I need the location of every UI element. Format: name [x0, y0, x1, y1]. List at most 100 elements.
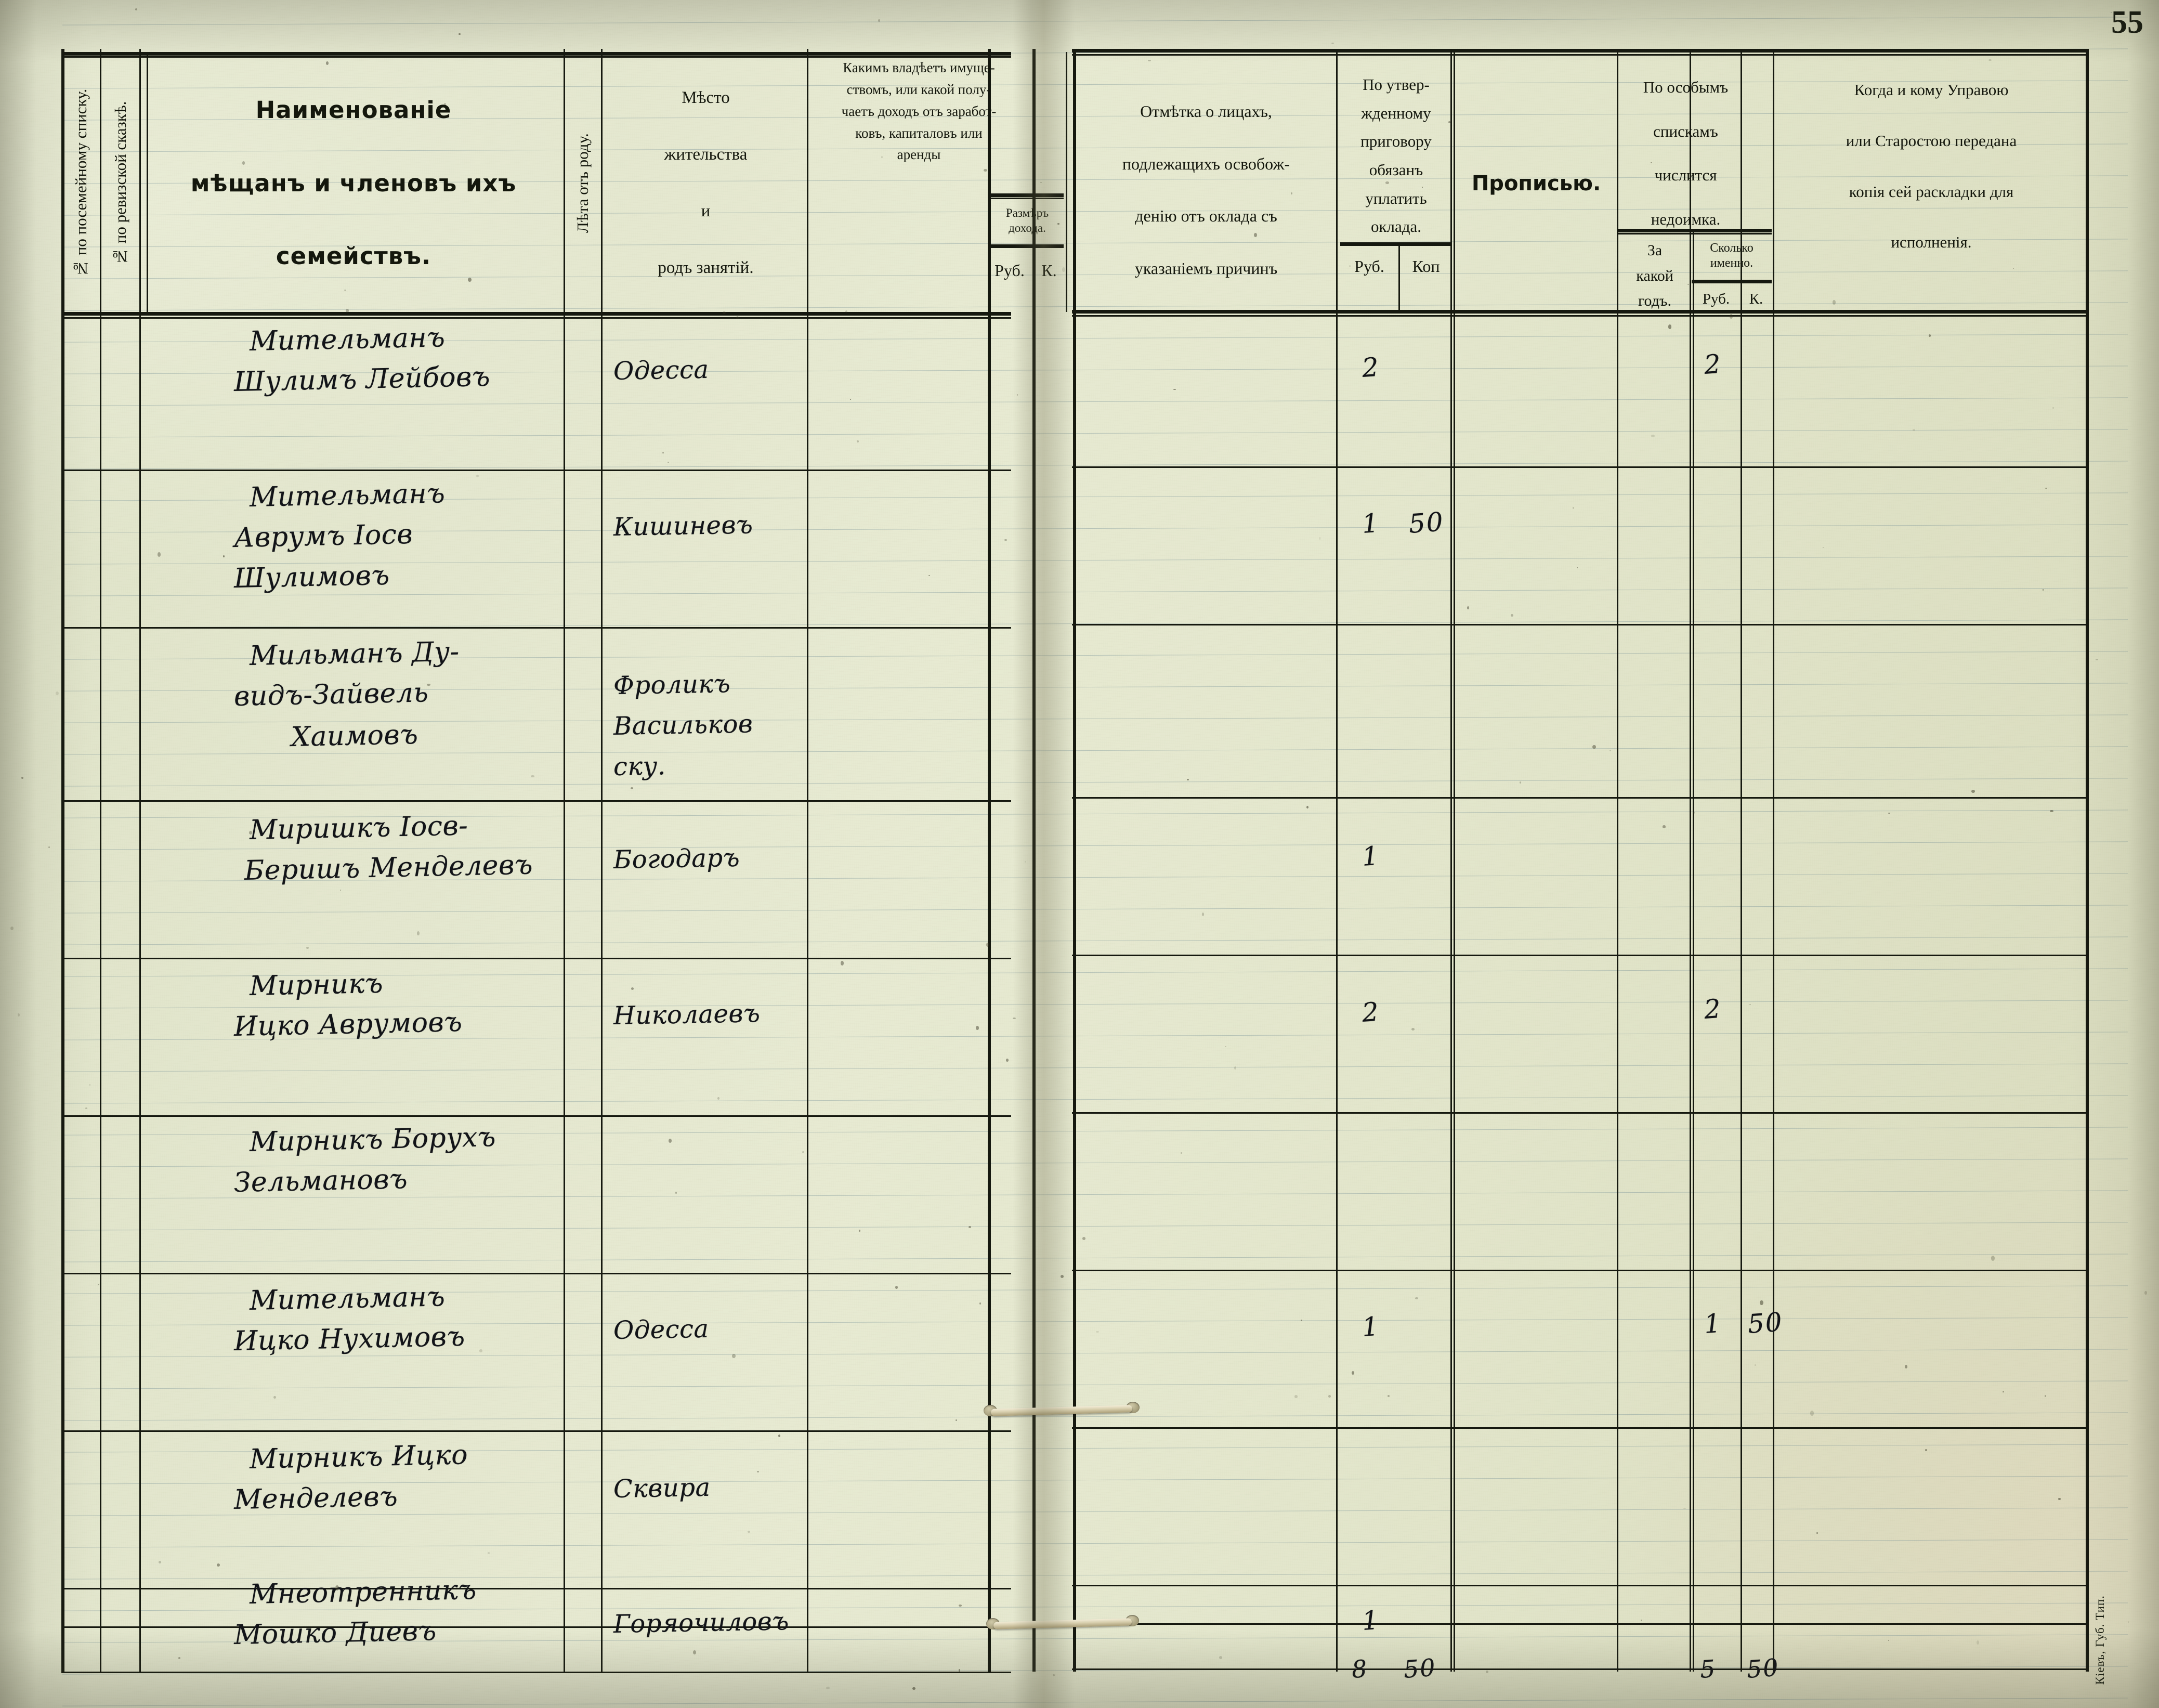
cell-residence-row2-line1: Кишиневъ: [613, 510, 753, 542]
paper-speck: [2003, 1391, 2004, 1392]
header-income-rub: Руб.: [988, 250, 1031, 291]
cell-name-row9-line1: Мнеотренникъ: [249, 1574, 477, 1610]
header-arrears-rub-label: Руб.: [1702, 291, 1730, 308]
paper-speck: [56, 692, 59, 696]
paper-speck: [2058, 1498, 2061, 1500]
paper-speck: [631, 987, 634, 990]
header-arrears-line1: По особымъ: [1643, 78, 1729, 96]
header-bottom-border-right: [1072, 310, 2086, 314]
paper-speck: [826, 1686, 830, 1689]
paper-speck: [2045, 1394, 2046, 1397]
income-col-inner-rule: [1066, 52, 1067, 312]
column-divider-2: [139, 49, 141, 1672]
header-residence-line4: родъ занятій.: [658, 258, 754, 278]
body-row-rule-right-4: [1072, 955, 2086, 956]
total-assessed-kop: 50: [1403, 1653, 1437, 1684]
paper-speck: [1663, 825, 1666, 828]
rule-line: [62, 1539, 2128, 1548]
header-arrears-line2: спискамъ: [1653, 122, 1718, 140]
header-list-number: № по посемейному списку.: [62, 55, 100, 312]
paper-speck: [878, 19, 880, 22]
header-income-kop-label: К.: [1041, 261, 1057, 280]
header-arrears-howmuch-line1: Сколько: [1710, 241, 1754, 255]
header-assessed-line2: жденному: [1361, 103, 1431, 122]
rule-line: [62, 461, 2128, 470]
total-arrears-kop: 50: [1746, 1653, 1781, 1684]
paper-speck: [1352, 1371, 1355, 1375]
column-divider-6: [988, 49, 991, 1672]
column-divider-15: [2086, 49, 2089, 1672]
paper-speck: [1976, 1640, 1980, 1645]
paper-speck: [1040, 181, 1042, 184]
arrears-rub-kop-rule: [1692, 280, 1772, 283]
paper-speck: [1912, 429, 1916, 431]
cell-residence-row3-line3: ску.: [613, 751, 666, 781]
body-row-rule-left-8: [61, 1588, 1011, 1589]
rule-line: [62, 1254, 2128, 1262]
cell-residence-row7-line1: Одесса: [613, 1314, 710, 1345]
body-row-rule-right-2: [1072, 624, 2086, 625]
body-row-rule-left-1: [61, 470, 1011, 471]
column-divider-12: [1690, 49, 1691, 1672]
header-arrears-howmuch-line2: именно.: [1710, 256, 1754, 270]
rule-line: [62, 778, 2128, 787]
cell-name-row2-line2: Аврумъ Іосв: [233, 518, 413, 554]
paper-speck: [1300, 1320, 1302, 1322]
paper-speck: [1592, 745, 1596, 749]
header-residence-line1: Мѣсто: [682, 88, 730, 108]
header-arrears-year-line1: За: [1647, 241, 1663, 259]
cell-arrears-rub-row7: 1: [1703, 1308, 1723, 1339]
paper-speck: [856, 440, 859, 442]
cell-name-row9-line2: Мошко Диевъ: [233, 1615, 437, 1651]
printer-imprint: Кіевъ, Губ. Тип.: [2093, 1595, 2106, 1685]
paper-speck: [979, 1302, 982, 1305]
header-assessed-line5: уплатить: [1365, 189, 1427, 207]
paper-speck: [732, 1354, 736, 1359]
header-property-income: Какимъ владѣетъ имуще-ствомъ, или какой …: [811, 57, 1027, 203]
paper-speck: [1060, 1274, 1064, 1278]
paper-speck: [1486, 1670, 1488, 1673]
rule-line: [62, 1095, 2128, 1104]
rule-line: [62, 1412, 2128, 1421]
cell-residence-row1-line1: Одесса: [613, 355, 710, 386]
table-top-border-right-inner: [1072, 54, 2086, 56]
paper-speck: [158, 1560, 161, 1564]
paper-speck: [2144, 1291, 2147, 1295]
body-row-rule-left-3: [61, 800, 1011, 802]
header-property-line4: ковъ, капиталовъ или: [855, 125, 983, 141]
cell-assessed-rub-row9: 1: [1360, 1605, 1381, 1636]
paper-speck: [912, 1687, 915, 1690]
cell-name-row3-line1: Мильманъ Ду-: [249, 636, 460, 672]
header-assessed-kop-label: Коп: [1412, 257, 1440, 276]
paper-speck: [1573, 507, 1574, 509]
header-arrears-year-line2: какой: [1636, 267, 1673, 284]
header-arrears-kop: К.: [1742, 283, 1771, 316]
header-arrears-kop-label: К.: [1749, 291, 1763, 308]
body-row-rule-right-9: [1072, 1668, 2086, 1670]
cell-name-row8-line1: Мирникъ Ицко: [249, 1439, 468, 1475]
cell-residence-row8-line1: Сквира: [613, 1472, 711, 1504]
body-row-rule-right-1: [1072, 466, 2086, 468]
header-property-line5: аренды: [897, 147, 941, 163]
body-row-rule-left-7: [61, 1430, 1011, 1432]
paper-speck: [157, 552, 161, 557]
header-residence-line3: и: [701, 202, 711, 221]
paper-speck: [1668, 324, 1671, 329]
header-property-line2: ствомъ, или какой полу-: [846, 81, 991, 97]
table-top-border-left-inner: [61, 56, 1011, 58]
header-names-line3: семействъ.: [276, 242, 431, 270]
paper-speck: [1186, 778, 1189, 780]
rule-line: [62, 1666, 2128, 1675]
paper-speck: [476, 475, 479, 478]
cell-assessed-rub-row2: 1: [1360, 507, 1381, 539]
paper-speck: [717, 1097, 720, 1100]
paper-speck: [1388, 1394, 1390, 1398]
arrears-sub-top-rule-inner: [1618, 233, 1772, 234]
body-row-rule-left-2: [61, 627, 1011, 629]
paper-speck: [2049, 810, 2053, 813]
column-divider-13: [1741, 49, 1742, 1672]
paper-speck: [1823, 547, 1824, 548]
cell-arrears-rub-row5: 2: [1703, 993, 1723, 1025]
cell-residence-row3-line1: Фроликъ: [613, 669, 731, 700]
column-divider-3: [564, 49, 565, 1672]
